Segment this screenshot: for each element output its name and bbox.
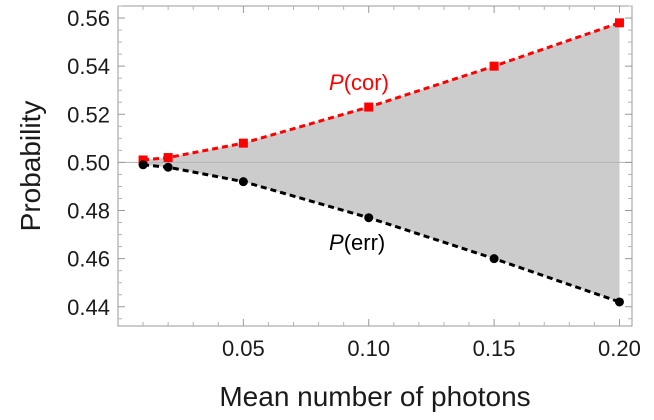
data-point [238, 138, 248, 148]
data-point [163, 153, 173, 163]
x-tick-label: 0.20 [598, 336, 641, 361]
data-point [489, 61, 499, 71]
annotation-argument: (err) [344, 230, 386, 255]
axis-ticks: 0.05 0.10 0.15 0.20 0.44 0.46 0.48 0.50 0.52 0.54… [67, 5, 641, 361]
y-tick-label: 0.56 [67, 6, 110, 31]
data-point [238, 177, 248, 187]
data-point [163, 162, 173, 172]
y-tick-label: 0.54 [67, 54, 110, 79]
data-point [364, 102, 374, 112]
y-tick-label: 0.48 [67, 199, 110, 224]
y-tick-label: 0.44 [67, 295, 110, 320]
data-point [364, 213, 374, 223]
annotation-p-cor: P(cor) [329, 70, 389, 95]
x-tick-label: 0.15 [473, 336, 516, 361]
x-axis-title: Mean number of photons [219, 381, 530, 412]
x-tick-label: 0.05 [222, 336, 265, 361]
annotation-variable: P [329, 230, 344, 255]
series-p-err [138, 160, 624, 307]
data-point [138, 155, 148, 165]
annotation-argument: (cor) [344, 70, 389, 95]
data-point [614, 297, 624, 307]
plot-border [117, 5, 633, 327]
y-tick-label: 0.52 [67, 102, 110, 127]
labels: P(cor)P(err) [329, 70, 389, 255]
y-axis-title: Probability [15, 101, 46, 232]
plot-frame [117, 5, 633, 327]
data-point [489, 254, 499, 264]
series-p-cor [138, 18, 624, 165]
data-point [138, 160, 148, 170]
annotation-p-err: P(err) [329, 230, 385, 255]
y-tick-label: 0.46 [67, 247, 110, 272]
series-group [138, 18, 624, 307]
y-tick-label: 0.50 [67, 150, 110, 175]
data-point [614, 18, 624, 28]
annotation-variable: P [329, 70, 344, 95]
x-tick-label: 0.10 [347, 336, 390, 361]
